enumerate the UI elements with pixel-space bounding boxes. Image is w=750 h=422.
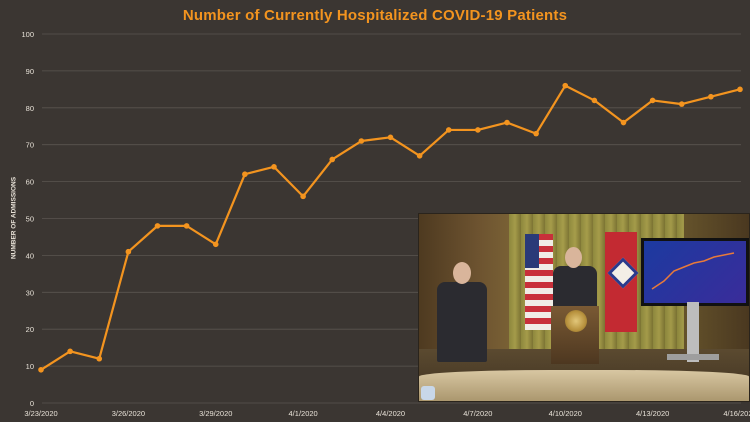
data-point xyxy=(38,366,44,373)
x-tick-label: 4/1/2020 xyxy=(289,409,318,418)
phone-icon xyxy=(421,386,435,400)
data-point xyxy=(271,164,277,170)
data-point xyxy=(591,97,598,104)
inset-desk xyxy=(419,370,749,401)
data-point xyxy=(125,248,132,255)
y-tick-label: 80 xyxy=(26,104,34,113)
data-point xyxy=(533,130,539,137)
data-point xyxy=(504,119,510,126)
interpreter-head xyxy=(453,262,471,284)
y-tick-label: 0 xyxy=(30,399,34,408)
press-conference-video-inset xyxy=(418,213,750,402)
arkansas-flag-icon xyxy=(605,232,637,332)
data-point xyxy=(445,127,452,133)
x-tick-label: 4/13/2020 xyxy=(636,409,669,418)
interpreter-figure xyxy=(437,282,487,362)
data-point xyxy=(212,241,219,248)
monitor-chart-icon xyxy=(651,252,735,290)
data-point xyxy=(562,82,569,89)
y-tick-label: 50 xyxy=(26,215,34,224)
monitor-stand xyxy=(687,302,699,362)
chart-title: Number of Currently Hospitalized COVID-1… xyxy=(182,7,568,24)
y-tick-label: 90 xyxy=(26,67,34,76)
y-tick-label: 20 xyxy=(26,325,34,334)
monitor-base xyxy=(667,354,719,360)
x-tick-label: 4/7/2020 xyxy=(463,409,492,418)
data-point xyxy=(300,193,306,200)
data-point xyxy=(154,223,161,229)
x-tick-label: 4/4/2020 xyxy=(376,409,405,418)
data-point xyxy=(475,127,481,133)
x-tick-label: 3/26/2020 xyxy=(112,409,145,418)
x-tick-label: 3/23/2020 xyxy=(24,409,57,418)
y-tick-label: 10 xyxy=(26,362,34,371)
us-flag-icon xyxy=(525,234,553,330)
y-tick-label: 100 xyxy=(21,30,34,39)
data-point xyxy=(329,156,336,163)
x-tick-label: 3/29/2020 xyxy=(199,409,232,418)
y-tick-label: 40 xyxy=(26,251,34,260)
monitor-with-chart xyxy=(641,238,749,306)
data-point xyxy=(96,355,103,362)
x-tick-label: 4/16/2020 xyxy=(723,409,750,418)
y-tick-label: 70 xyxy=(26,141,34,150)
data-point xyxy=(620,119,627,126)
y-tick-label: 60 xyxy=(26,178,34,187)
data-point xyxy=(416,152,423,159)
data-point xyxy=(737,86,743,93)
data-point xyxy=(678,101,685,107)
data-point xyxy=(183,223,190,229)
data-point xyxy=(242,171,248,178)
y-tick-label: 30 xyxy=(26,288,34,297)
data-point xyxy=(358,138,365,144)
data-point xyxy=(708,93,714,100)
state-seal-icon xyxy=(565,310,587,332)
speaker-head xyxy=(565,247,582,268)
x-tick-label: 4/10/2020 xyxy=(549,409,582,418)
data-point xyxy=(649,97,656,104)
data-point xyxy=(67,348,73,355)
data-point xyxy=(387,134,394,141)
